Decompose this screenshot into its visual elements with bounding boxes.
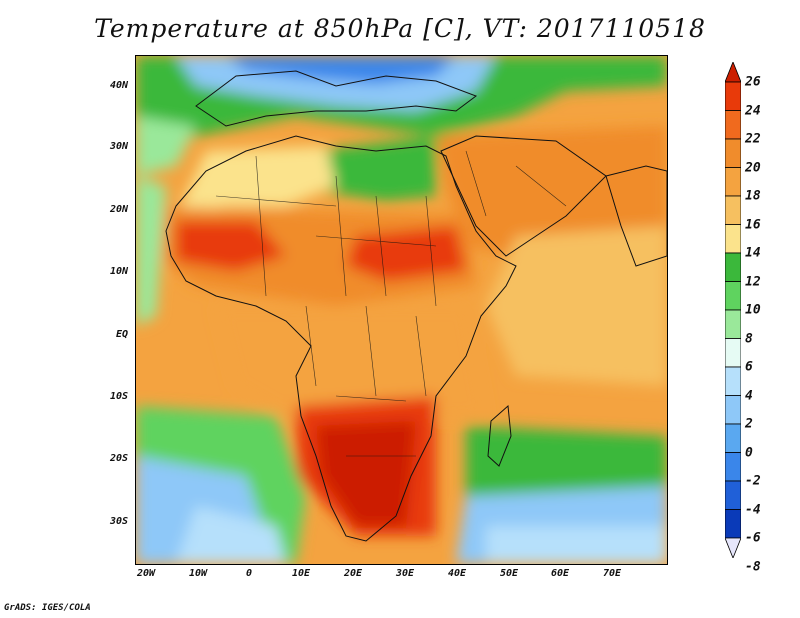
lat-tick-20s: 20S — [109, 453, 128, 464]
west-atlantic-green — [136, 176, 166, 326]
lat-tick-20n: 20N — [109, 204, 128, 215]
country-borders — [215, 150, 567, 457]
colorbar-label: -8 — [745, 559, 761, 574]
lon-tick-50e: 50E — [499, 568, 519, 579]
lon-tick-40e: 40E — [447, 568, 467, 579]
colorbar-label: 20 — [745, 160, 761, 175]
colorbar-label: -6 — [745, 530, 761, 546]
colorbar-label: 14 — [745, 245, 761, 261]
lon-tick-0: 0 — [245, 568, 253, 579]
lon-tick-10e: 10E — [291, 568, 311, 579]
colorbar-label: 10 — [745, 302, 761, 318]
madagascar — [487, 404, 512, 467]
colorbar-label: 16 — [745, 217, 761, 232]
lat-tick-10n: 10N — [109, 266, 128, 277]
colorbar-label: 26 — [745, 74, 761, 90]
lat-tick-40n: 40N — [109, 80, 128, 91]
colorbar-swatch — [725, 452, 741, 482]
india-coast — [605, 165, 667, 267]
colorbar-label: 12 — [745, 274, 761, 289]
lon-tick-30e: 30E — [395, 568, 415, 579]
colorbar-label: 24 — [745, 103, 761, 118]
plot-title: Temperature at 850hPa [C], VT: 201711051… — [94, 14, 706, 43]
sudan-core — [346, 226, 466, 281]
north-africa-pale — [176, 146, 336, 216]
colorbar-swatch — [725, 81, 741, 111]
lat-tick-30n: 30N — [109, 141, 128, 152]
west-africa-core — [176, 221, 286, 271]
africa-coast — [165, 135, 517, 542]
colorbar-swatch — [725, 110, 741, 140]
colorbar-swatch — [725, 138, 741, 168]
colorbar-swatch — [725, 423, 741, 453]
colorbar-swatch — [725, 395, 741, 425]
colorbar-label: 18 — [745, 188, 761, 204]
lon-tick-10w: 10W — [188, 568, 208, 579]
lon-tick-20e: 20E — [343, 568, 363, 579]
southern-core — [316, 421, 416, 526]
south-atlantic-pale — [176, 506, 286, 564]
coastlines — [165, 70, 667, 542]
colorbar — [725, 62, 741, 558]
colorbar-label: 2 — [745, 416, 753, 432]
colorbar-label: -4 — [745, 502, 761, 517]
colorbar-swatch — [725, 252, 741, 282]
colorbar-top-arrow — [725, 62, 741, 83]
temperature-map — [135, 55, 668, 565]
colorbar-swatch — [725, 509, 741, 539]
colorbar-swatch — [725, 195, 741, 225]
colorbar-swatch — [725, 366, 741, 396]
colorbar-label: 4 — [745, 388, 753, 403]
arabia-coast — [440, 135, 607, 257]
lat-tick-30s: 30S — [109, 516, 128, 527]
europe-coast — [195, 70, 478, 127]
atlantic-north — [136, 116, 196, 176]
lon-tick-60e: 60E — [550, 568, 570, 579]
colorbar-swatch — [725, 224, 741, 254]
colorbar-label: 8 — [745, 331, 753, 346]
colorbar-label: 22 — [745, 131, 761, 147]
credit-text: GrADS: IGES/COLA — [4, 603, 91, 613]
lon-tick-70e: 70E — [602, 568, 622, 579]
colorbar-swatch — [725, 480, 741, 510]
colorbar-swatch — [725, 167, 741, 197]
arabian-sea — [486, 226, 667, 386]
colorbar-swatch — [725, 281, 741, 311]
indian-ocean-light — [486, 526, 667, 564]
colorbar-swatch — [725, 338, 741, 368]
colorbar-swatch — [725, 309, 741, 339]
egypt-green — [316, 136, 436, 201]
colorbar-bottom-arrow — [725, 537, 741, 558]
colorbar-label: -2 — [745, 473, 761, 489]
colorbar-label: 6 — [745, 359, 753, 375]
lon-tick-20w: 20W — [136, 568, 156, 579]
lat-tick-10s: 10S — [109, 391, 128, 402]
colorbar-label: 0 — [745, 445, 753, 460]
lat-tick-eq: EQ — [115, 329, 128, 340]
